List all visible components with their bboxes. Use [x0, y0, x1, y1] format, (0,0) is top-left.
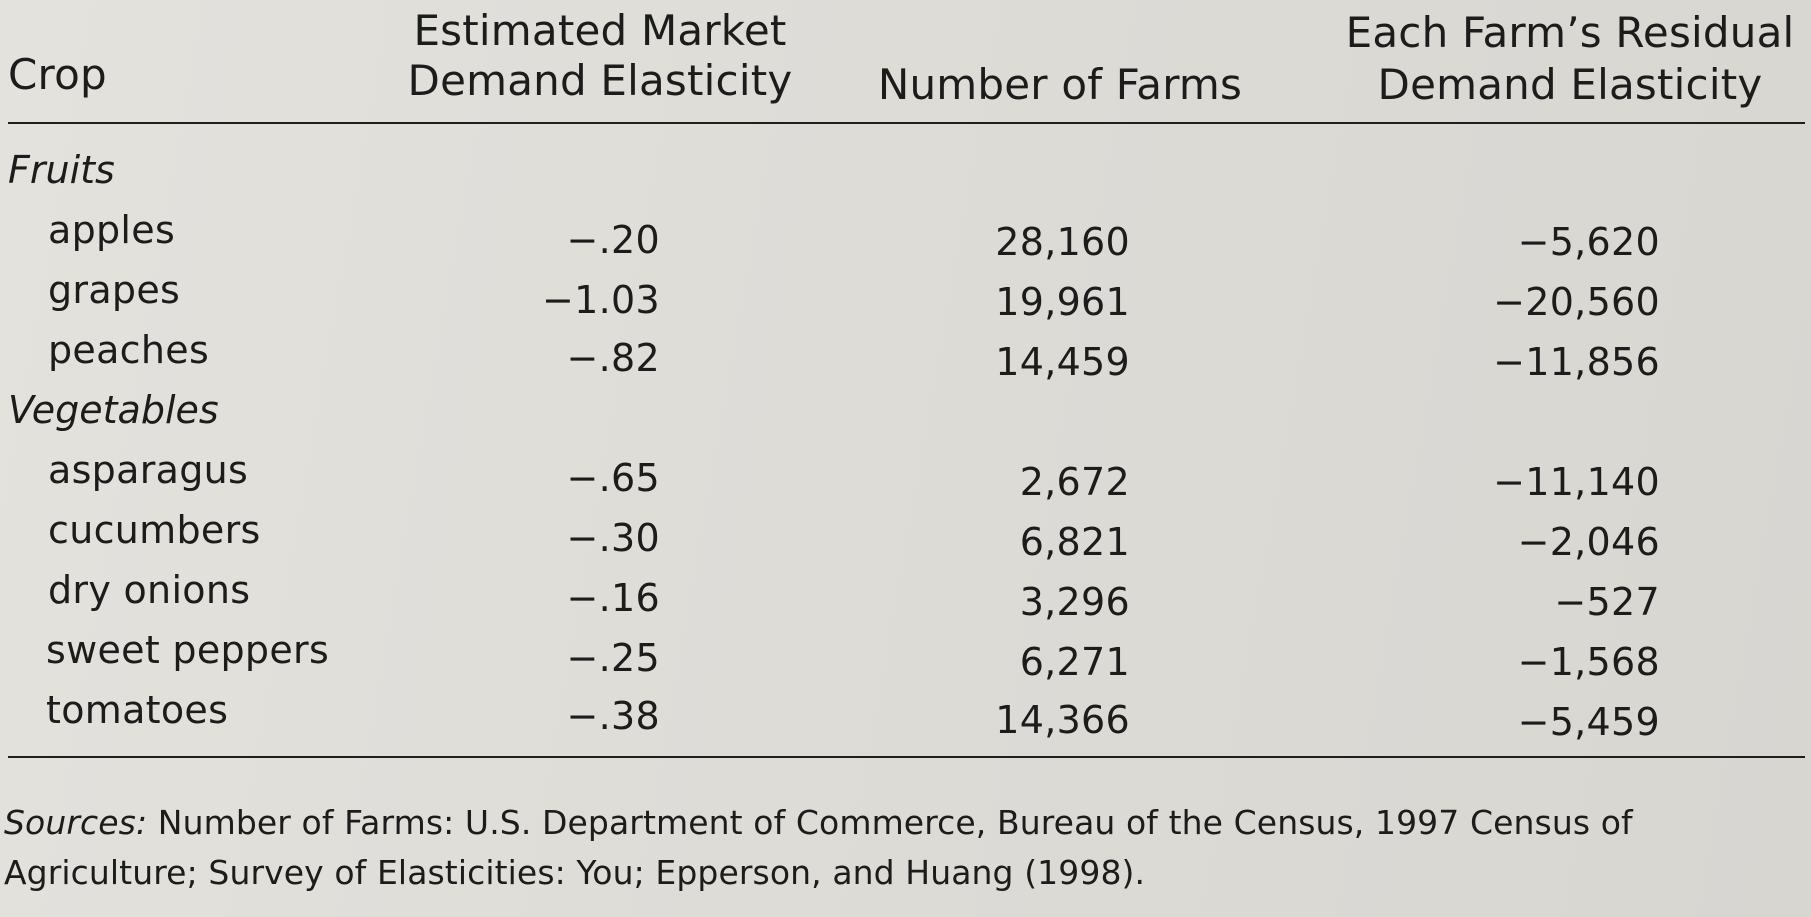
- crop-name: cucumbers: [48, 508, 261, 552]
- residual-elasticity-value: −1,568: [1517, 640, 1660, 684]
- residual-elasticity-value: −11,856: [1493, 340, 1660, 384]
- sources-text: Number of Farms: U.S. Department of Comm…: [4, 803, 1633, 892]
- farms-value: 6,821: [1019, 520, 1130, 564]
- sources-note: Sources: Number of Farms: U.S. Departmen…: [4, 798, 1804, 898]
- farms-value: 6,271: [1019, 640, 1130, 684]
- market-elasticity-value: −.38: [566, 694, 660, 738]
- farms-value: 14,459: [995, 340, 1130, 384]
- residual-elasticity-value: −20,560: [1493, 280, 1660, 324]
- crop-name: tomatoes: [46, 688, 229, 732]
- residual-elasticity-value: −527: [1554, 580, 1660, 624]
- crop-name: asparagus: [48, 448, 249, 492]
- header-residual-elasticity-line2: Demand Elasticity: [1377, 60, 1763, 109]
- market-elasticity-value: −.82: [566, 336, 660, 380]
- market-elasticity-value: −.65: [566, 456, 660, 500]
- market-elasticity-value: −.16: [566, 576, 660, 620]
- header-number-of-farms: Number of Farms: [877, 60, 1243, 109]
- residual-elasticity-value: −5,620: [1517, 220, 1660, 264]
- sources-label: Sources:: [4, 803, 148, 842]
- residual-elasticity-value: −5,459: [1517, 700, 1660, 744]
- market-elasticity-value: −.20: [566, 218, 660, 262]
- market-elasticity-value: −.30: [566, 516, 660, 560]
- market-elasticity-value: −1.03: [542, 278, 660, 322]
- residual-elasticity-value: −2,046: [1517, 520, 1660, 564]
- section-label-vegetables: Vegetables: [8, 388, 219, 432]
- farms-value: 14,366: [995, 698, 1130, 742]
- header-residual-elasticity-line1: Each Farm’s Residual: [1345, 8, 1795, 57]
- header-market-elasticity-line1: Estimated Market: [413, 6, 787, 55]
- farms-value: 19,961: [995, 280, 1130, 324]
- farms-value: 3,296: [1019, 580, 1130, 624]
- market-elasticity-value: −.25: [566, 636, 660, 680]
- crop-name: grapes: [48, 268, 181, 312]
- crop-name: apples: [48, 208, 176, 252]
- header-crop: Crop: [8, 50, 107, 99]
- residual-elasticity-value: −11,140: [1493, 460, 1660, 504]
- farms-value: 28,160: [995, 220, 1130, 264]
- footer-rule: [8, 756, 1805, 758]
- crop-name: dry onions: [48, 568, 251, 612]
- header-market-elasticity-line2: Demand Elasticity: [407, 56, 793, 105]
- header-rule: [8, 122, 1805, 124]
- section-label-fruits: Fruits: [8, 148, 115, 192]
- crop-name: sweet peppers: [46, 628, 330, 672]
- farms-value: 2,672: [1019, 460, 1130, 504]
- crop-name: peaches: [48, 328, 210, 372]
